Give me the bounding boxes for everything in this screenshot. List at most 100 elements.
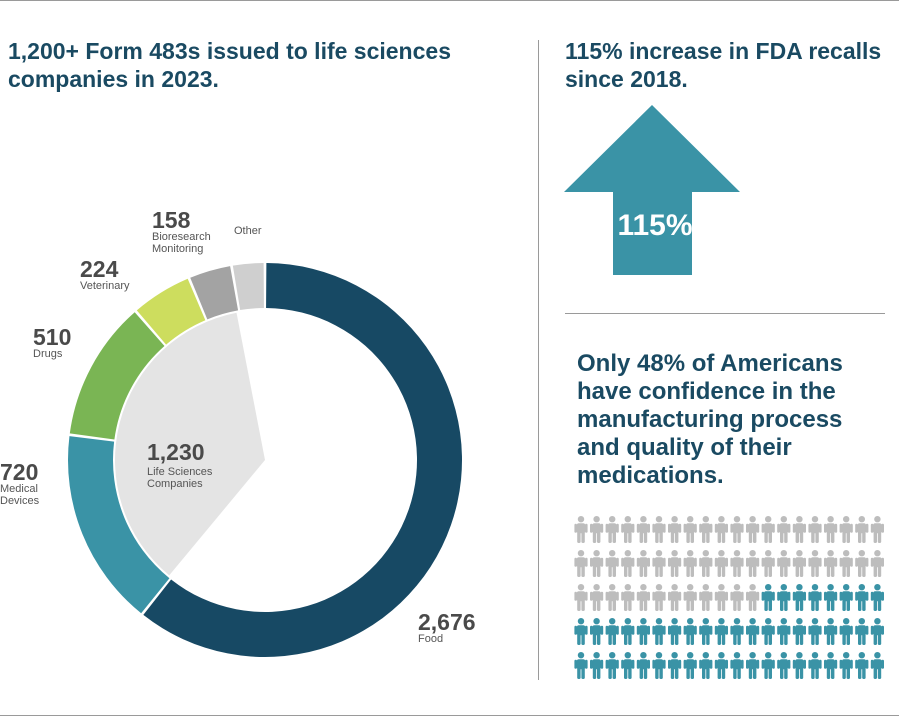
category-label-veterinary: Veterinary: [80, 280, 130, 292]
person-icon-confident: [636, 618, 650, 645]
person-icon: [870, 516, 884, 543]
value-label-drugs: 510: [33, 324, 71, 350]
person-icon-confident: [870, 652, 884, 679]
person-icon: [574, 516, 588, 543]
person-icon-confident: [605, 652, 619, 679]
person-icon-confident: [574, 652, 588, 679]
person-icon: [792, 550, 806, 577]
person-icon-confident: [855, 618, 869, 645]
person-icon-confident: [652, 618, 666, 645]
person-icon: [636, 550, 650, 577]
person-icon: [761, 550, 775, 577]
person-icon: [683, 584, 697, 611]
person-icon-confident: [621, 618, 635, 645]
person-icon: [590, 516, 604, 543]
person-icon: [839, 550, 853, 577]
person-icon: [699, 584, 713, 611]
person-icon: [746, 516, 760, 543]
person-icon-confident: [699, 652, 713, 679]
person-icon-confident: [824, 584, 838, 611]
person-icon: [855, 516, 869, 543]
person-icon-confident: [683, 652, 697, 679]
person-icon-confident: [668, 618, 682, 645]
person-icon-confident: [683, 618, 697, 645]
horizontal-divider: [565, 313, 885, 314]
category-label-drugs: Drugs: [33, 348, 63, 360]
person-icon-confident: [870, 584, 884, 611]
person-icon: [777, 516, 791, 543]
person-icon: [683, 516, 697, 543]
person-icon-confident: [574, 618, 588, 645]
person-icon-confident: [761, 584, 775, 611]
donut-segment-other: [232, 263, 264, 311]
confidence-pictogram: [574, 516, 884, 679]
recalls-headline: 115% increase in FDA recalls since 2018.: [565, 38, 882, 92]
person-icon-confident: [761, 618, 775, 645]
bottom-rule: [0, 715, 899, 716]
donut-segment-bioresearch: [190, 266, 239, 320]
person-icon: [730, 584, 744, 611]
person-icon-confident: [855, 584, 869, 611]
person-icon-confident: [746, 652, 760, 679]
center-category-label: Companies: [147, 478, 203, 490]
category-label-medical-devices: Medical: [0, 483, 38, 495]
vertical-divider: [538, 40, 539, 680]
person-icon-confident: [792, 618, 806, 645]
person-icon: [621, 516, 635, 543]
value-label-veterinary: 224: [80, 256, 119, 282]
person-icon: [668, 584, 682, 611]
person-icon: [590, 550, 604, 577]
person-icon: [714, 584, 728, 611]
person-icon: [839, 516, 853, 543]
person-icon: [683, 550, 697, 577]
person-icon-confident: [777, 652, 791, 679]
person-icon-confident: [839, 584, 853, 611]
donut-segment-drugs: [69, 312, 165, 440]
person-icon-confident: [808, 618, 822, 645]
person-icon-confident: [668, 652, 682, 679]
person-icon-confident: [824, 618, 838, 645]
person-icon-confident: [636, 652, 650, 679]
person-icon-confident: [839, 618, 853, 645]
category-label-other: Other: [234, 225, 262, 237]
person-icon: [714, 550, 728, 577]
donut-segment-food: [143, 263, 463, 658]
up-arrow-shape: [564, 105, 740, 275]
person-icon-confident: [792, 584, 806, 611]
category-label-food: Food: [418, 633, 443, 645]
category-label-bioresearch: Monitoring: [152, 243, 203, 255]
person-icon: [824, 550, 838, 577]
person-icon: [668, 516, 682, 543]
person-icon: [730, 516, 744, 543]
person-icon: [590, 584, 604, 611]
person-icon-confident: [605, 618, 619, 645]
donut-segment-medical-devices: [67, 436, 170, 614]
person-icon: [605, 584, 619, 611]
person-icon: [668, 550, 682, 577]
person-icon-confident: [777, 584, 791, 611]
person-icon-confident: [808, 584, 822, 611]
center-category-label: Life Sciences: [147, 466, 213, 478]
person-icon-confident: [824, 652, 838, 679]
person-icon: [636, 516, 650, 543]
arrow-value: 115%: [617, 209, 692, 242]
confidence-headline: Only 48% of Americans have confidence in…: [577, 350, 843, 489]
person-icon-confident: [855, 652, 869, 679]
value-label-medical-devices: 720: [0, 459, 38, 485]
person-icon-confident: [652, 652, 666, 679]
person-icon-confident: [730, 618, 744, 645]
person-icon-confident: [714, 618, 728, 645]
person-icon: [777, 550, 791, 577]
top-rule: [0, 0, 899, 1]
person-icon: [746, 550, 760, 577]
person-icon: [699, 516, 713, 543]
person-icon: [605, 550, 619, 577]
person-icon: [605, 516, 619, 543]
up-arrow-icon: 115%: [564, 105, 740, 275]
person-icon: [761, 516, 775, 543]
person-icon: [824, 516, 838, 543]
person-icon-confident: [746, 618, 760, 645]
person-icon: [652, 550, 666, 577]
person-icon-confident: [870, 618, 884, 645]
